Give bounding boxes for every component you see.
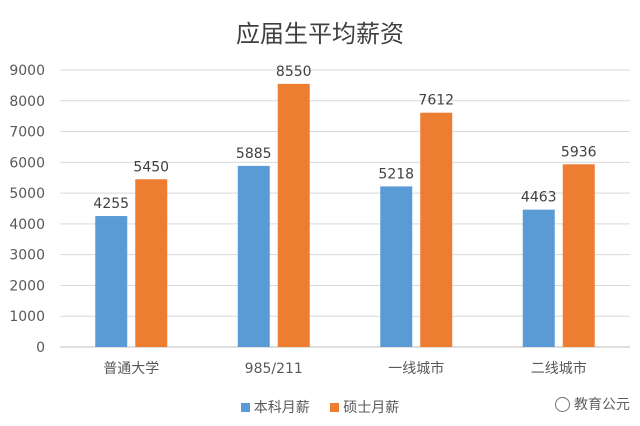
data-label: 7612	[418, 93, 454, 109]
x-tick-label: 一线城市	[388, 360, 444, 377]
y-tick-label: 7000	[9, 125, 45, 141]
y-tick-label: 2000	[9, 278, 45, 294]
bar	[420, 112, 453, 347]
y-tick-label: 9000	[9, 63, 45, 79]
watermark-text: 教育公元	[574, 397, 630, 413]
y-tick-label: 6000	[9, 155, 45, 171]
data-label: 5218	[378, 166, 414, 182]
y-tick-label: 8000	[9, 94, 45, 110]
bar	[562, 164, 595, 347]
chart-title: 应届生平均薪资	[236, 20, 404, 48]
bar	[380, 186, 413, 347]
bar	[237, 165, 270, 347]
watermark: 教育公元	[555, 394, 630, 414]
x-tick-label: 二线城市	[531, 360, 587, 377]
bar	[135, 179, 168, 347]
x-tick-label: 普通大学	[103, 361, 159, 377]
legend-swatch-master	[330, 403, 340, 412]
watermark-logo-icon	[555, 397, 570, 412]
bar	[277, 83, 310, 347]
legend-label-bachelor: 本科月薪	[253, 400, 310, 416]
legend-item-master: 硕士月薪	[330, 397, 399, 417]
bar	[95, 216, 128, 347]
legend-swatch-bachelor	[240, 403, 250, 412]
x-tick-label: 985/211	[245, 361, 303, 377]
bar	[522, 209, 555, 347]
data-label: 5885	[236, 146, 272, 162]
y-tick-label: 0	[36, 340, 45, 356]
data-label: 8550	[276, 64, 312, 80]
y-tick-label: 4000	[9, 217, 45, 233]
data-label: 4463	[521, 190, 557, 206]
data-label: 4255	[93, 196, 129, 212]
data-label: 5936	[561, 144, 597, 160]
y-tick-label: 3000	[9, 248, 45, 264]
y-tick-label: 5000	[9, 186, 45, 202]
legend-label-master: 硕士月薪	[343, 400, 400, 416]
data-label: 5450	[133, 159, 169, 175]
y-tick-label: 1000	[9, 309, 45, 325]
legend-item-bachelor: 本科月薪	[240, 397, 310, 417]
legend: 本科月薪 硕士月薪	[0, 397, 640, 417]
